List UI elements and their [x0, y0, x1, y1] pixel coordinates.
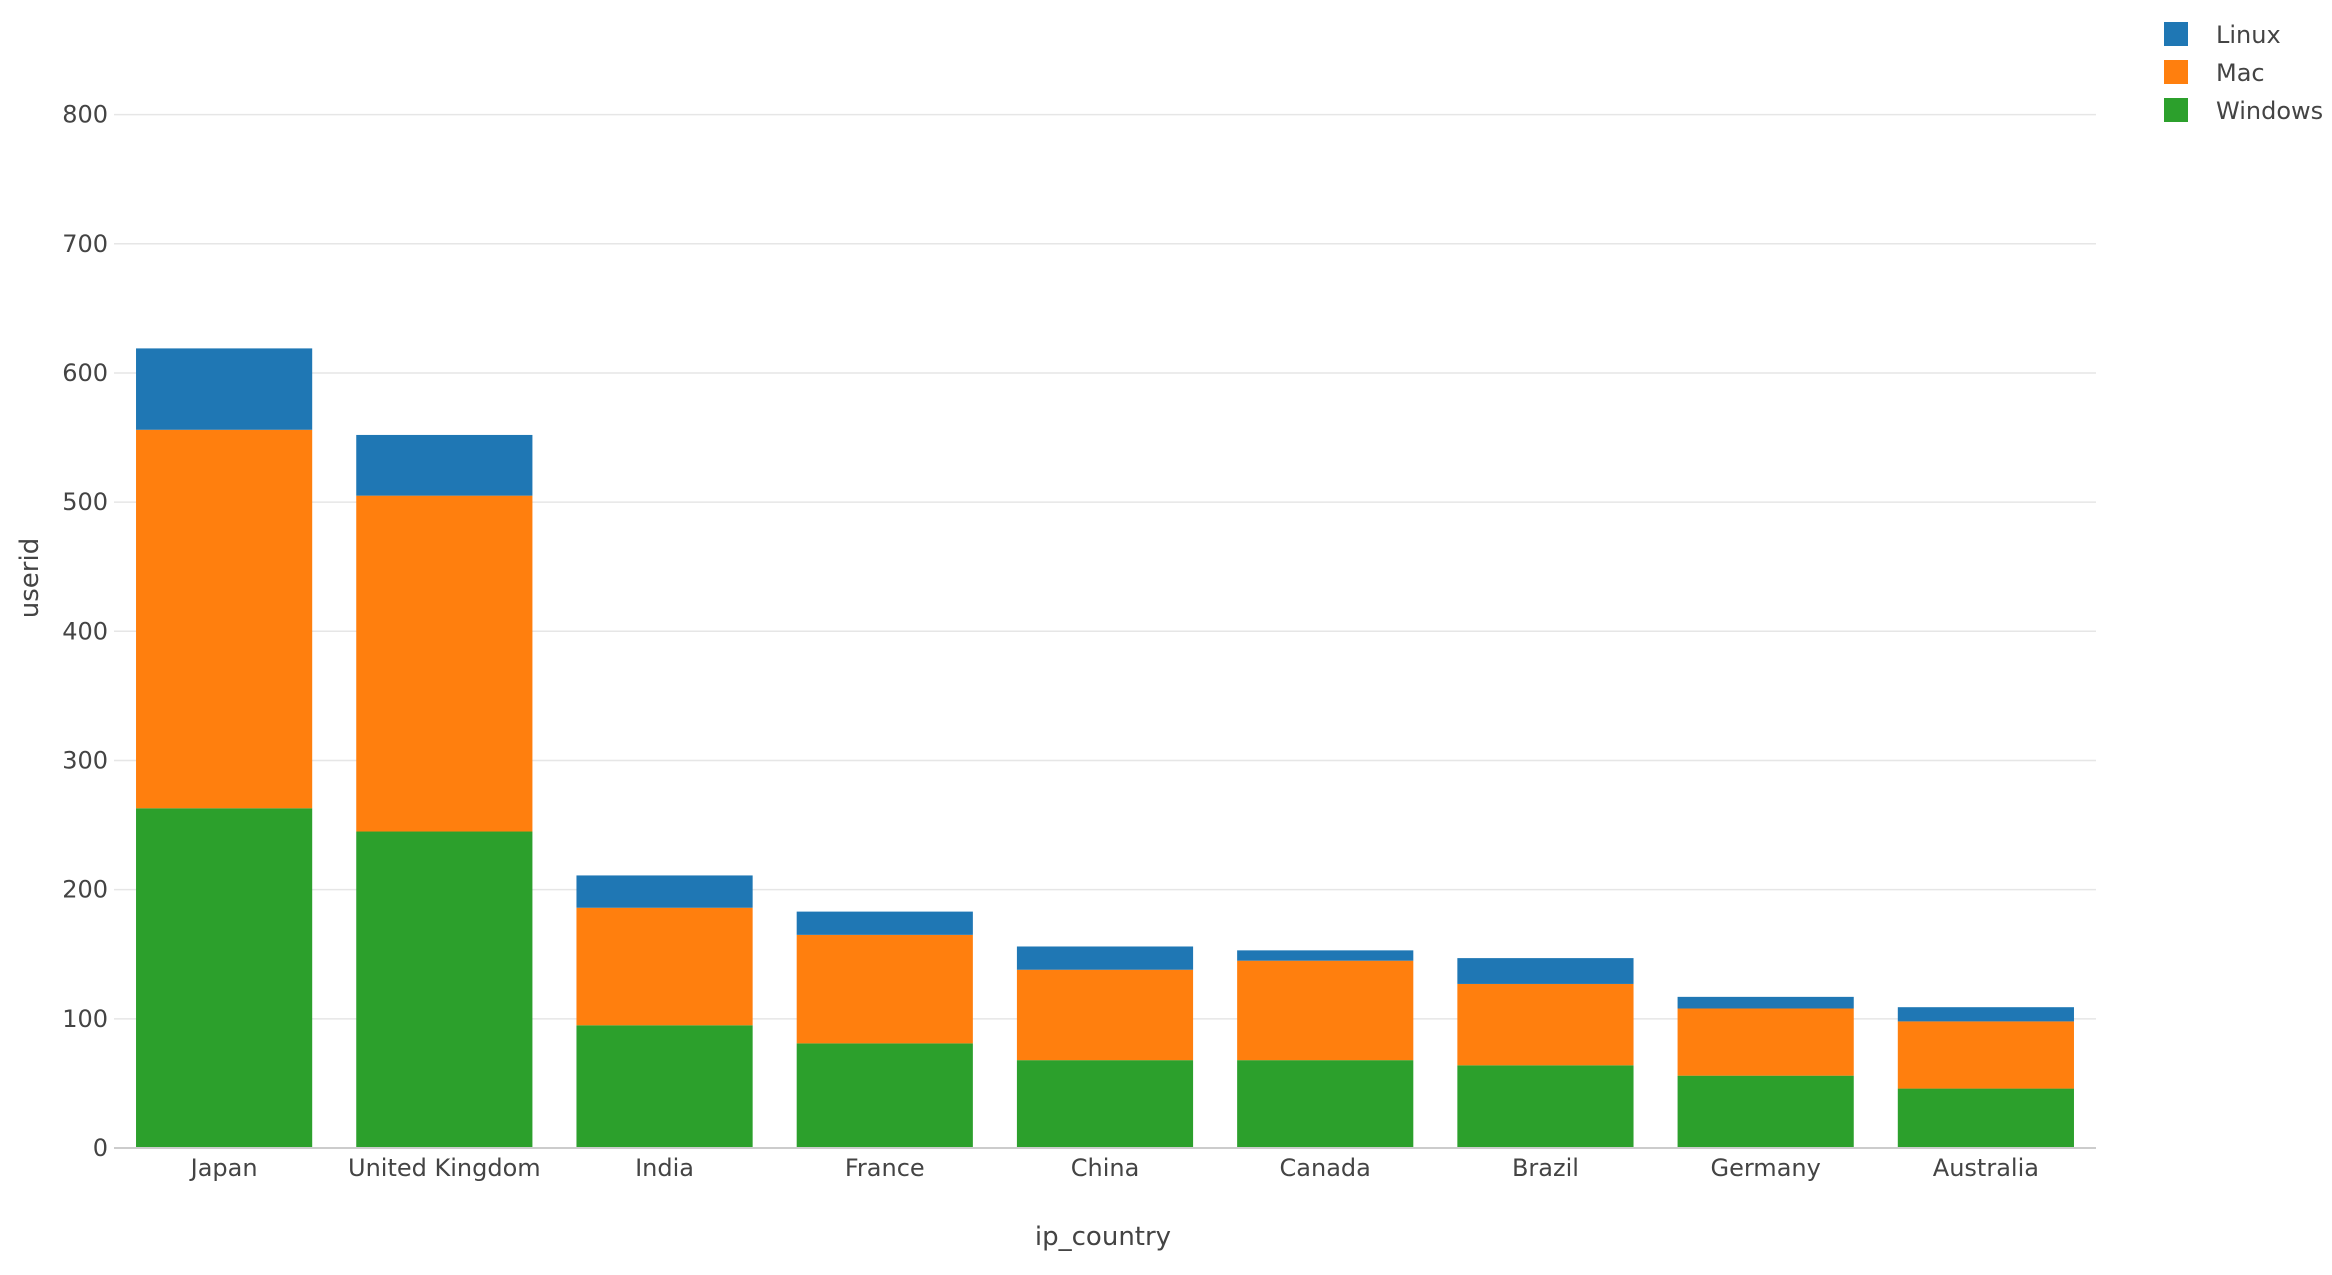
legend-swatch [2164, 98, 2188, 122]
x-axis-title: ip_country [1035, 1222, 1171, 1252]
x-tick-label: China [1071, 1154, 1140, 1182]
bar-mac-china[interactable] [1016, 969, 1194, 1061]
legend-label: Windows [2216, 97, 2323, 125]
y-tick-label: 100 [62, 1005, 108, 1033]
bars [136, 348, 2074, 1148]
x-tick-label: France [845, 1154, 925, 1182]
bar-mac-japan[interactable] [136, 429, 313, 809]
bar-windows-brazil[interactable] [1457, 1065, 1634, 1148]
bar-linux-france[interactable] [796, 911, 973, 935]
y-tick-label: 300 [62, 746, 108, 774]
bar-mac-germany[interactable] [1677, 1008, 1854, 1076]
bar-mac-united-kingdom[interactable] [356, 495, 533, 832]
bar-mac-india[interactable] [576, 907, 753, 1026]
legend-swatch [2164, 60, 2188, 84]
legend-label: Mac [2216, 59, 2265, 87]
bar-windows-canada[interactable] [1237, 1060, 1414, 1148]
axes: 0 100 200 300 400 500 600 700 800 Japan United Kin… [62, 101, 2096, 1182]
bar-mac-canada[interactable] [1237, 960, 1414, 1061]
bar-mac-australia[interactable] [1897, 1021, 2074, 1089]
bar-linux-india[interactable] [576, 875, 753, 908]
bar-windows-china[interactable] [1016, 1060, 1194, 1148]
x-tick-label: Japan [189, 1154, 258, 1182]
legend[interactable]: Linux Mac Windows [2164, 21, 2323, 125]
x-tick-label: Canada [1280, 1154, 1371, 1182]
x-tick-label: Brazil [1512, 1154, 1579, 1182]
y-tick-label: 500 [62, 488, 108, 516]
bar-linux-brazil[interactable] [1457, 958, 1634, 984]
bar-windows-france[interactable] [796, 1043, 973, 1148]
y-tick-label: 600 [62, 359, 108, 387]
bar-windows-australia[interactable] [1897, 1088, 2074, 1148]
legend-label: Linux [2216, 21, 2281, 49]
bar-mac-brazil[interactable] [1457, 983, 1634, 1066]
x-tick-label: Australia [1933, 1154, 2039, 1182]
legend-swatch [2164, 22, 2188, 46]
x-tick-label: United Kingdom [348, 1154, 541, 1182]
y-tick-label: 700 [62, 230, 108, 258]
bar-windows-japan[interactable] [136, 808, 313, 1148]
y-tick-label: 200 [62, 876, 108, 904]
bar-linux-china[interactable] [1016, 946, 1194, 970]
y-tick-label: 400 [62, 617, 108, 645]
legend-item-linux[interactable]: Linux [2164, 21, 2281, 49]
bar-mac-france[interactable] [796, 934, 973, 1044]
bar-windows-india[interactable] [576, 1025, 753, 1148]
bar-linux-united-kingdom[interactable] [356, 434, 533, 496]
bar-linux-germany[interactable] [1677, 996, 1854, 1009]
y-tick-label: 800 [62, 101, 108, 129]
y-axis-title: userid [15, 538, 45, 618]
bar-windows-germany[interactable] [1677, 1075, 1854, 1148]
bar-linux-australia[interactable] [1897, 1007, 2074, 1022]
bar-linux-japan[interactable] [136, 348, 313, 430]
bar-windows-united-kingdom[interactable] [356, 831, 533, 1148]
y-tick-label: 0 [93, 1134, 108, 1162]
x-tick-label: India [635, 1154, 694, 1182]
legend-item-windows[interactable]: Windows [2164, 97, 2323, 125]
bar-linux-canada[interactable] [1237, 950, 1414, 961]
x-tick-label: Germany [1711, 1154, 1821, 1182]
legend-item-mac[interactable]: Mac [2164, 59, 2265, 87]
